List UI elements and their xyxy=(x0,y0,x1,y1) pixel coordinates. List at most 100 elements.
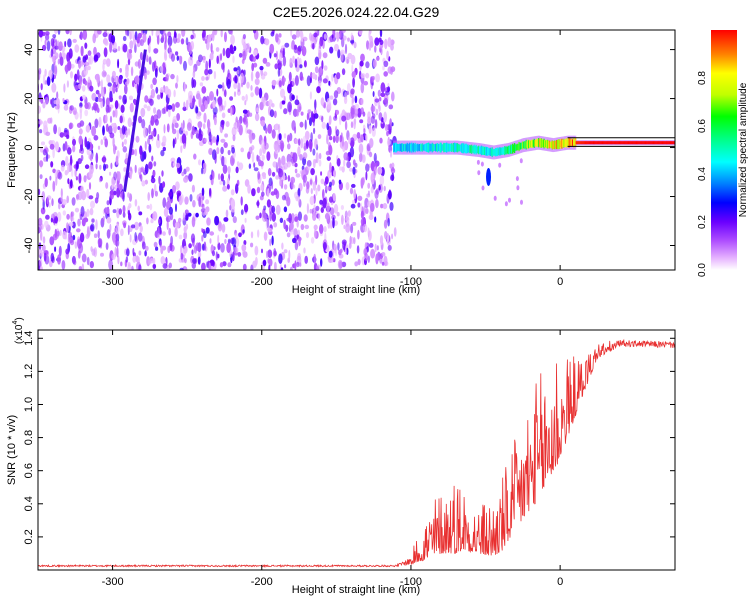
noise-speckle xyxy=(186,122,192,131)
noise-speckle xyxy=(171,103,176,112)
noise-speckle xyxy=(283,108,288,115)
noise-speckle xyxy=(62,98,65,103)
signal-cell xyxy=(528,140,530,149)
noise-speckle xyxy=(134,148,138,157)
noise-speckle xyxy=(312,43,315,50)
noise-speckle xyxy=(299,121,304,128)
signal-cell xyxy=(467,144,469,154)
signal-cell xyxy=(569,138,571,147)
noise-speckle xyxy=(294,138,299,144)
noise-speckle xyxy=(42,101,46,109)
signal-cell xyxy=(462,143,464,154)
noise-speckle xyxy=(233,67,238,72)
noise-speckle xyxy=(93,233,98,238)
noise-speckle xyxy=(55,176,58,186)
signal-cell xyxy=(664,141,666,145)
signal-cell xyxy=(531,139,534,148)
noise-speckle xyxy=(289,230,294,235)
noise-speckle xyxy=(387,86,391,93)
noise-speckle xyxy=(117,45,121,52)
signal-cell xyxy=(607,141,609,145)
noise-speckle xyxy=(375,56,380,61)
signal-cell xyxy=(490,148,493,156)
noise-speckle xyxy=(216,147,220,155)
noise-speckle xyxy=(309,208,313,214)
noise-speckle xyxy=(195,114,201,120)
noise-speckle xyxy=(117,126,121,130)
noise-speckle xyxy=(367,182,371,189)
noise-speckle xyxy=(334,43,339,52)
noise-speckle xyxy=(87,229,90,238)
signal-cell xyxy=(641,141,643,145)
signal-cell xyxy=(455,143,458,152)
signal-cell xyxy=(492,149,494,156)
noise-speckle xyxy=(368,242,374,248)
signal-cell xyxy=(613,141,615,145)
noise-speckle xyxy=(109,223,112,232)
noise-speckle xyxy=(225,233,228,238)
signal-cell xyxy=(442,144,444,151)
noise-speckle xyxy=(306,181,310,190)
noise-speckle xyxy=(359,60,364,67)
noise-speckle xyxy=(261,154,265,161)
noise-speckle xyxy=(273,110,277,119)
noise-speckle xyxy=(132,247,135,256)
noise-speckle xyxy=(294,58,298,68)
noise-speckle xyxy=(319,199,323,205)
noise-speckle xyxy=(58,245,62,257)
noise-speckle xyxy=(139,225,143,233)
noise-speckle xyxy=(256,107,259,113)
noise-speckle xyxy=(52,34,57,39)
noise-speckle xyxy=(146,105,151,112)
y-tick-label: 1.0 xyxy=(23,397,35,412)
signal-cell xyxy=(488,148,491,156)
noise-speckle xyxy=(294,260,297,270)
noise-speckle xyxy=(115,77,118,85)
noise-speckle xyxy=(79,109,83,120)
noise-speckle xyxy=(235,183,239,194)
signal-fringe xyxy=(498,162,502,168)
noise-speckle xyxy=(349,235,352,245)
noise-speckle xyxy=(78,128,83,135)
noise-speckle xyxy=(321,121,326,130)
signal-cell xyxy=(434,144,436,151)
noise-speckle xyxy=(358,152,363,163)
noise-speckle xyxy=(57,58,61,65)
noise-speckle xyxy=(323,65,328,71)
noise-speckle xyxy=(287,134,290,143)
noise-speckle xyxy=(173,30,177,38)
signal-cell xyxy=(475,144,477,155)
noise-speckle xyxy=(230,189,235,196)
noise-speckle xyxy=(147,137,151,145)
signal-cell xyxy=(568,137,570,148)
noise-speckle xyxy=(297,45,303,52)
noise-speckle xyxy=(162,263,168,269)
spectrogram-signal xyxy=(393,135,675,207)
noise-speckle xyxy=(189,94,193,104)
snr-background xyxy=(38,330,675,570)
noise-speckle xyxy=(250,71,254,82)
noise-speckle xyxy=(352,199,356,204)
signal-cell xyxy=(571,138,573,147)
noise-speckle xyxy=(328,80,331,86)
noise-speckle xyxy=(149,120,153,126)
noise-speckle xyxy=(257,229,260,238)
noise-speckle xyxy=(232,55,235,64)
noise-speckle xyxy=(387,217,391,227)
signal-cell xyxy=(417,143,419,152)
noise-speckle xyxy=(383,39,388,49)
colorbar-label: Normalized spectral amplitude xyxy=(738,82,749,217)
noise-speckle xyxy=(377,89,381,97)
noise-speckle xyxy=(116,187,121,198)
noise-speckle xyxy=(233,82,238,90)
noise-speckle xyxy=(176,129,180,140)
signal-cell xyxy=(564,139,567,147)
noise-speckle xyxy=(299,262,302,267)
noise-speckle xyxy=(201,234,204,242)
noise-speckle xyxy=(367,227,370,238)
noise-speckle xyxy=(218,106,223,113)
noise-speckle xyxy=(313,204,316,213)
noise-speckle xyxy=(154,67,158,78)
noise-speckle xyxy=(76,69,80,81)
noise-speckle xyxy=(216,88,219,97)
